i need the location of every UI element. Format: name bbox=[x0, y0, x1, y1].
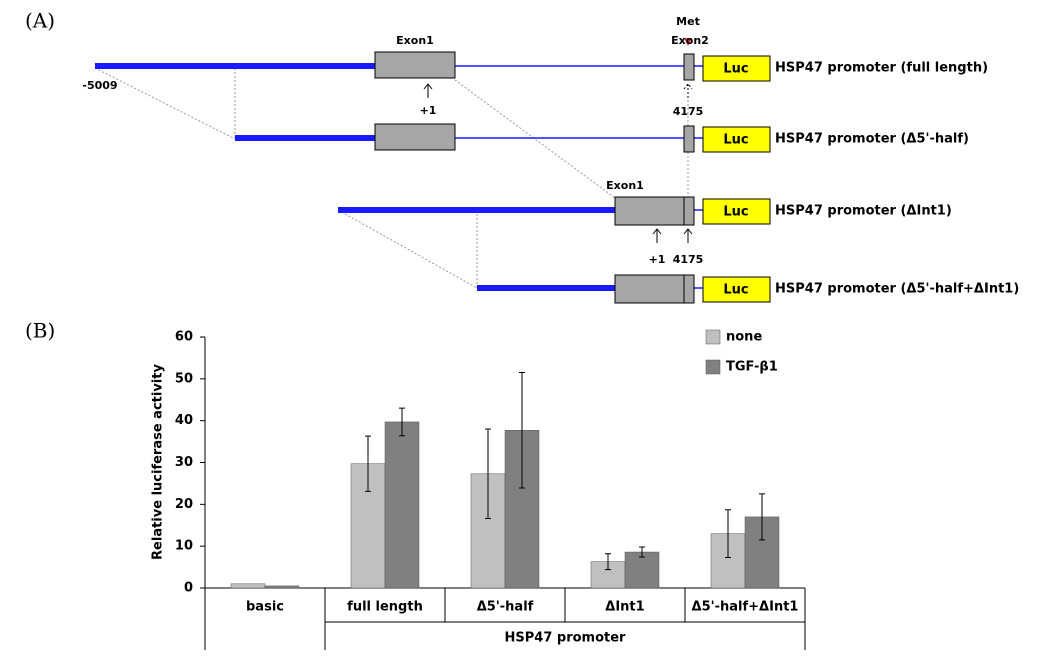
luc-box bbox=[702, 55, 771, 82]
x-tick-label: full length bbox=[347, 600, 423, 615]
x-tick-label: Δ5'-half bbox=[477, 600, 534, 615]
diagram: Exon1 Met Exon2 -5009 +1 4175 Exon1 +1 4… bbox=[82, 15, 709, 304]
exon2 bbox=[683, 53, 695, 81]
bar bbox=[384, 421, 420, 589]
legend-label: none bbox=[726, 330, 762, 345]
x-tick-label: ΔInt1 bbox=[605, 600, 644, 615]
luc-label: Luc bbox=[723, 62, 748, 77]
y-tick-label: 60 bbox=[175, 330, 193, 345]
arrow bbox=[683, 83, 693, 98]
exon-label: Exon1 bbox=[606, 179, 644, 192]
x-tick-label: basic bbox=[246, 600, 284, 615]
fused-exon bbox=[614, 196, 695, 226]
position-label: 4175 bbox=[673, 253, 704, 266]
chart: Relative luciferase activity HSP47 promo… bbox=[151, 329, 806, 650]
exon1 bbox=[374, 123, 456, 151]
bar bbox=[264, 585, 300, 589]
exon-label: Exon2 bbox=[671, 34, 709, 47]
construct-label: HSP47 promoter (ΔInt1) bbox=[775, 204, 952, 219]
guide bbox=[454, 79, 616, 199]
error-bar bbox=[725, 509, 731, 558]
position-label: +1 bbox=[649, 253, 666, 266]
error-bar bbox=[485, 428, 491, 520]
error-bar bbox=[365, 435, 371, 492]
position-label: +1 bbox=[420, 104, 437, 117]
panel-label: (B) bbox=[25, 319, 55, 343]
exon2 bbox=[683, 125, 695, 153]
fused-exon bbox=[614, 274, 695, 304]
met-arrow bbox=[684, 38, 692, 46]
luc-label: Luc bbox=[723, 205, 748, 220]
construct-label: HSP47 promoter (full length) bbox=[775, 61, 988, 76]
exon1 bbox=[374, 51, 456, 79]
luc-label: Luc bbox=[723, 133, 748, 148]
error-bar bbox=[399, 407, 405, 437]
panel-label: (A) bbox=[25, 9, 55, 33]
error-bar bbox=[605, 553, 611, 571]
y-tick-label: 20 bbox=[175, 497, 193, 512]
exon-label: Exon1 bbox=[396, 34, 434, 47]
luc-label: Luc bbox=[723, 283, 748, 298]
y-tick-label: 0 bbox=[184, 581, 193, 596]
luc-box bbox=[702, 198, 771, 225]
arrow bbox=[652, 228, 693, 243]
luc-box bbox=[702, 276, 771, 303]
error-bar bbox=[519, 372, 525, 489]
bar bbox=[230, 583, 266, 589]
error-bar bbox=[759, 493, 765, 541]
met-label: Met bbox=[676, 15, 700, 28]
luc-rows: Luc HSP47 promoter (full length) Luc HSP47 … bbox=[702, 55, 1019, 303]
arrow bbox=[423, 83, 433, 98]
legend-swatch bbox=[705, 329, 721, 345]
y-tick-label: 10 bbox=[175, 539, 193, 554]
x-tick-label: Δ5'-half+ΔInt1 bbox=[692, 600, 799, 615]
guide bbox=[337, 209, 478, 289]
y-tick-label: 30 bbox=[175, 455, 193, 470]
error-bar bbox=[639, 546, 645, 558]
group-label: HSP47 promoter bbox=[505, 631, 627, 646]
y-tick-label: 50 bbox=[175, 371, 193, 386]
luc-box bbox=[702, 126, 771, 153]
legend-label: TGF-β1 bbox=[726, 360, 778, 375]
position-label: 4175 bbox=[673, 105, 704, 118]
construct-label: HSP47 promoter (Δ5'-half+ΔInt1) bbox=[775, 282, 1019, 297]
position-label: -5009 bbox=[82, 79, 117, 92]
legend-swatch bbox=[705, 359, 721, 375]
construct-label: HSP47 promoter (Δ5'-half) bbox=[775, 132, 969, 147]
y-axis-title: Relative luciferase activity bbox=[151, 364, 166, 560]
y-tick-label: 40 bbox=[175, 413, 193, 428]
bar bbox=[624, 551, 660, 589]
